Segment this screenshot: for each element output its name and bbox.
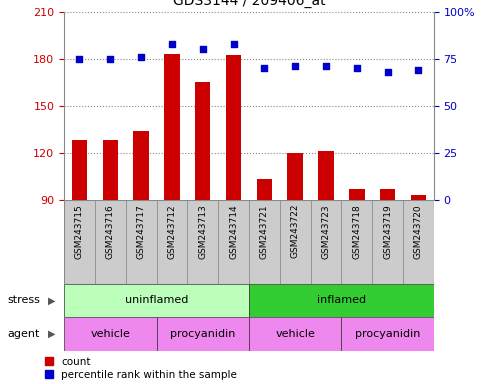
- Bar: [164, 54, 179, 341]
- Text: agent: agent: [7, 329, 40, 339]
- Bar: [249, 317, 341, 351]
- Point: [168, 40, 176, 46]
- Text: ▶: ▶: [48, 295, 56, 306]
- Bar: [249, 284, 434, 317]
- Bar: [287, 152, 303, 341]
- Point: [291, 63, 299, 69]
- Bar: [157, 317, 249, 351]
- Text: ▶: ▶: [48, 329, 56, 339]
- Bar: [341, 200, 372, 284]
- Text: procyanidin: procyanidin: [170, 329, 236, 339]
- Bar: [341, 317, 434, 351]
- Text: uninflamed: uninflamed: [125, 295, 188, 306]
- Text: stress: stress: [7, 295, 40, 306]
- Point: [353, 65, 361, 71]
- Point: [75, 55, 83, 61]
- Point: [384, 69, 391, 75]
- Text: GSM243717: GSM243717: [137, 204, 145, 259]
- Text: GSM243716: GSM243716: [106, 204, 115, 259]
- Bar: [187, 200, 218, 284]
- Bar: [403, 200, 434, 284]
- Legend: count, percentile rank within the sample: count, percentile rank within the sample: [45, 357, 237, 380]
- Point: [322, 63, 330, 69]
- Point: [199, 46, 207, 52]
- Bar: [318, 151, 334, 341]
- Text: procyanidin: procyanidin: [355, 329, 421, 339]
- Text: GSM243713: GSM243713: [198, 204, 207, 259]
- Bar: [64, 317, 157, 351]
- Text: GSM243718: GSM243718: [352, 204, 361, 259]
- Bar: [226, 55, 241, 341]
- Text: GSM243715: GSM243715: [75, 204, 84, 259]
- Bar: [411, 195, 426, 341]
- Bar: [134, 131, 149, 341]
- Title: GDS3144 / 209406_at: GDS3144 / 209406_at: [173, 0, 325, 8]
- Text: GSM243722: GSM243722: [291, 204, 300, 258]
- Bar: [311, 200, 341, 284]
- Text: GSM243721: GSM243721: [260, 204, 269, 258]
- Point: [106, 55, 114, 61]
- Text: GSM243720: GSM243720: [414, 204, 423, 258]
- Text: GSM243712: GSM243712: [168, 204, 176, 258]
- Bar: [280, 200, 311, 284]
- Bar: [72, 140, 87, 341]
- Bar: [64, 200, 95, 284]
- Text: vehicle: vehicle: [90, 329, 130, 339]
- Bar: [103, 140, 118, 341]
- Bar: [64, 284, 249, 317]
- Text: inflamed: inflamed: [317, 295, 366, 306]
- Text: GSM243723: GSM243723: [321, 204, 330, 258]
- Point: [260, 65, 268, 71]
- Bar: [126, 200, 157, 284]
- Bar: [380, 189, 395, 341]
- Bar: [257, 179, 272, 341]
- Bar: [95, 200, 126, 284]
- Bar: [218, 200, 249, 284]
- Point: [230, 40, 238, 46]
- Bar: [249, 200, 280, 284]
- Point: [415, 67, 423, 73]
- Text: GSM243714: GSM243714: [229, 204, 238, 258]
- Bar: [195, 82, 211, 341]
- Point: [137, 54, 145, 60]
- Bar: [349, 189, 364, 341]
- Bar: [157, 200, 187, 284]
- Text: vehicle: vehicle: [275, 329, 315, 339]
- Bar: [372, 200, 403, 284]
- Text: GSM243719: GSM243719: [383, 204, 392, 259]
